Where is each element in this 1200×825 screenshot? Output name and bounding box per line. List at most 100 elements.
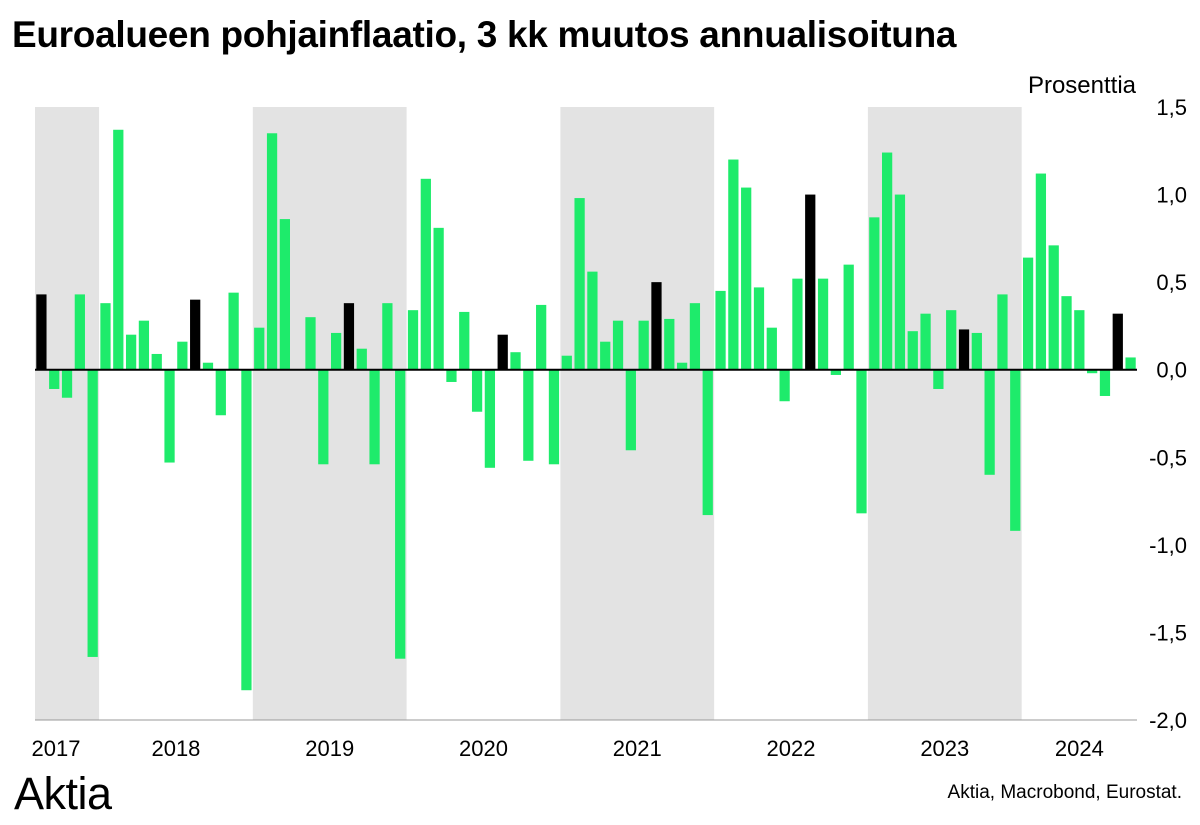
shade-2019 bbox=[252, 107, 407, 720]
bar bbox=[1035, 173, 1047, 370]
year-label-2022: 2022 bbox=[767, 736, 816, 761]
y-tick-label: -1,0 bbox=[1149, 533, 1187, 558]
bar-highlight bbox=[190, 299, 201, 370]
bar bbox=[164, 369, 175, 463]
bar bbox=[984, 369, 995, 475]
bar bbox=[997, 294, 1008, 370]
year-label-2024: 2024 bbox=[1055, 736, 1104, 761]
bar-highlight bbox=[343, 303, 355, 370]
bar bbox=[907, 331, 918, 370]
year-label-2018: 2018 bbox=[151, 736, 200, 761]
bar-highlight bbox=[1112, 313, 1123, 370]
bar bbox=[536, 304, 547, 370]
bar bbox=[471, 369, 483, 412]
bar-highlight bbox=[497, 334, 508, 370]
bar bbox=[279, 219, 290, 370]
year-label-2019: 2019 bbox=[305, 736, 354, 761]
bar bbox=[228, 292, 239, 370]
source-note: Aktia, Macrobond, Eurostat. bbox=[947, 782, 1182, 803]
year-label-2021: 2021 bbox=[613, 736, 662, 761]
year-label-2020: 2020 bbox=[459, 736, 508, 761]
y-tick-label: 1,0 bbox=[1156, 183, 1187, 208]
bar bbox=[100, 303, 111, 370]
bar bbox=[125, 334, 137, 370]
bar bbox=[869, 217, 880, 370]
aktia-logo: Aktia bbox=[14, 768, 112, 819]
bar bbox=[61, 369, 73, 398]
bar bbox=[202, 362, 214, 370]
bar bbox=[702, 369, 713, 516]
bar bbox=[574, 198, 585, 370]
y-tick-labels: 1,5 1,0 0,5 0,0 -0,5 -1,0 -1,5 -2,0 bbox=[1149, 95, 1187, 733]
y-tick-label: 1,5 bbox=[1156, 95, 1187, 120]
bar bbox=[420, 178, 431, 370]
bar bbox=[1099, 369, 1111, 396]
bar bbox=[1087, 369, 1098, 374]
bar bbox=[715, 290, 726, 370]
bar bbox=[74, 294, 85, 370]
bar bbox=[587, 271, 598, 370]
year-label-2023: 2023 bbox=[920, 736, 969, 761]
bar bbox=[433, 227, 444, 370]
bar bbox=[753, 287, 765, 370]
bar bbox=[971, 332, 982, 370]
bars bbox=[36, 129, 1136, 691]
bar bbox=[933, 369, 944, 389]
bar bbox=[766, 327, 777, 370]
bar bbox=[894, 194, 906, 370]
bar bbox=[792, 278, 803, 370]
unit-label: Prosenttia bbox=[1027, 72, 1136, 99]
bar bbox=[830, 369, 841, 375]
bar bbox=[600, 341, 611, 370]
bar-highlight bbox=[36, 294, 47, 370]
year-shading bbox=[35, 107, 1022, 720]
bar bbox=[625, 369, 636, 451]
year-labels: 2017 2018 2019 2020 2021 2022 2023 2024 bbox=[32, 736, 1104, 761]
y-tick-label: -1,5 bbox=[1149, 620, 1187, 645]
year-label-2017: 2017 bbox=[32, 736, 81, 761]
bar bbox=[356, 348, 367, 370]
bar bbox=[177, 341, 188, 370]
bar bbox=[1074, 310, 1085, 370]
bar bbox=[113, 129, 124, 370]
bar bbox=[395, 369, 406, 659]
bar bbox=[638, 320, 649, 370]
bar bbox=[369, 369, 380, 465]
bar bbox=[215, 369, 226, 416]
bar bbox=[318, 369, 329, 465]
bar bbox=[689, 303, 701, 370]
shade-2023 bbox=[867, 107, 1022, 720]
bar bbox=[843, 264, 854, 370]
axes bbox=[35, 368, 1137, 721]
bar-highlight bbox=[651, 282, 662, 370]
bar bbox=[1010, 369, 1021, 531]
bar bbox=[446, 369, 457, 382]
bar bbox=[561, 355, 572, 370]
bar bbox=[728, 159, 739, 370]
bar bbox=[87, 369, 98, 657]
y-tick-label: -2,0 bbox=[1149, 708, 1187, 733]
bar bbox=[510, 352, 521, 370]
bar bbox=[484, 369, 496, 468]
bar bbox=[882, 152, 893, 370]
bar bbox=[676, 362, 688, 370]
bar bbox=[612, 320, 624, 370]
bar bbox=[817, 278, 829, 370]
bar bbox=[49, 369, 60, 389]
bar bbox=[946, 310, 957, 370]
bar bbox=[331, 332, 342, 370]
chart-title: Euroalueen pohjainflaatio, 3 kk muutos a… bbox=[12, 14, 957, 55]
bar bbox=[305, 317, 316, 370]
bar bbox=[459, 311, 470, 370]
shade-2021 bbox=[560, 107, 715, 720]
bar bbox=[266, 133, 278, 370]
bar-chart: 1,51,00,50,0-0,5-1,0-1,5-2,0 2017 2018 201… bbox=[32, 95, 1187, 761]
bar bbox=[407, 310, 419, 370]
bar bbox=[151, 353, 162, 370]
bar bbox=[523, 369, 534, 461]
bar bbox=[920, 313, 931, 370]
y-tick-label: -0,5 bbox=[1149, 445, 1187, 470]
bar bbox=[241, 369, 252, 691]
bar bbox=[779, 369, 790, 402]
bar-highlight bbox=[958, 329, 970, 370]
